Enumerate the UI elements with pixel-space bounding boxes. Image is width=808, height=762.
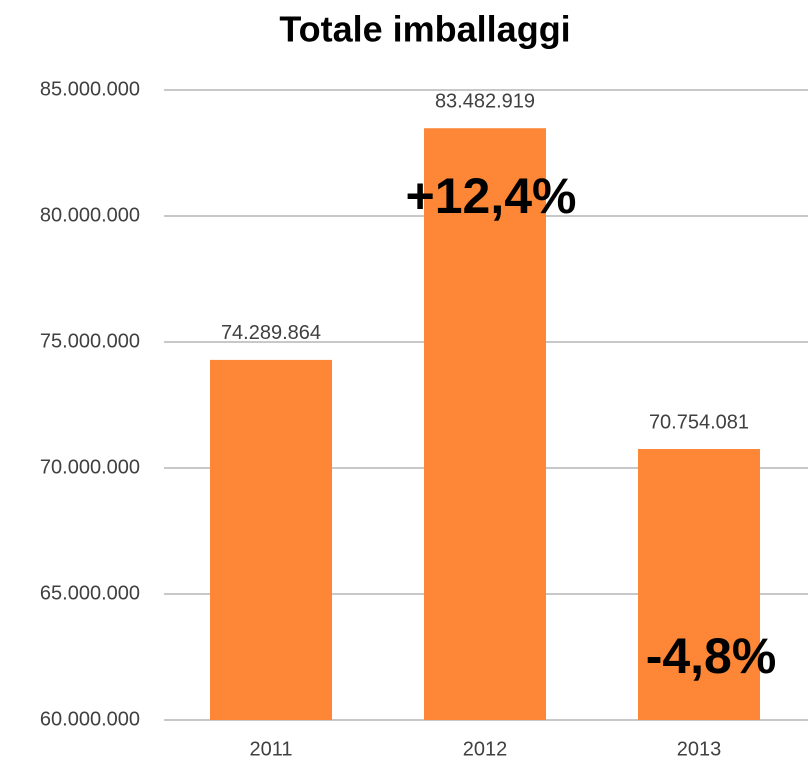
x-tick-label: 2013 <box>677 738 722 760</box>
value-label: 70.754.081 <box>649 411 749 433</box>
value-label: 74.289.864 <box>221 322 321 344</box>
bar <box>424 128 546 720</box>
chart-title: Totale imballaggi <box>279 9 570 50</box>
y-tick-label: 80.000.000 <box>40 204 140 226</box>
annotation: -4,8% <box>646 628 777 684</box>
value-label: 83.482.919 <box>435 91 535 113</box>
x-tick-label: 2011 <box>249 738 292 760</box>
bar <box>638 448 760 720</box>
annotation: +12,4% <box>406 168 577 224</box>
y-tick-label: 65.000.000 <box>40 582 140 604</box>
y-tick-label: 75.000.000 <box>40 330 140 352</box>
y-tick-label: 60.000.000 <box>40 708 140 730</box>
y-tick-label: 85.000.000 <box>40 78 140 100</box>
y-tick-label: 70.000.000 <box>40 456 140 478</box>
bar <box>210 359 332 720</box>
x-tick-label: 2012 <box>463 738 508 760</box>
